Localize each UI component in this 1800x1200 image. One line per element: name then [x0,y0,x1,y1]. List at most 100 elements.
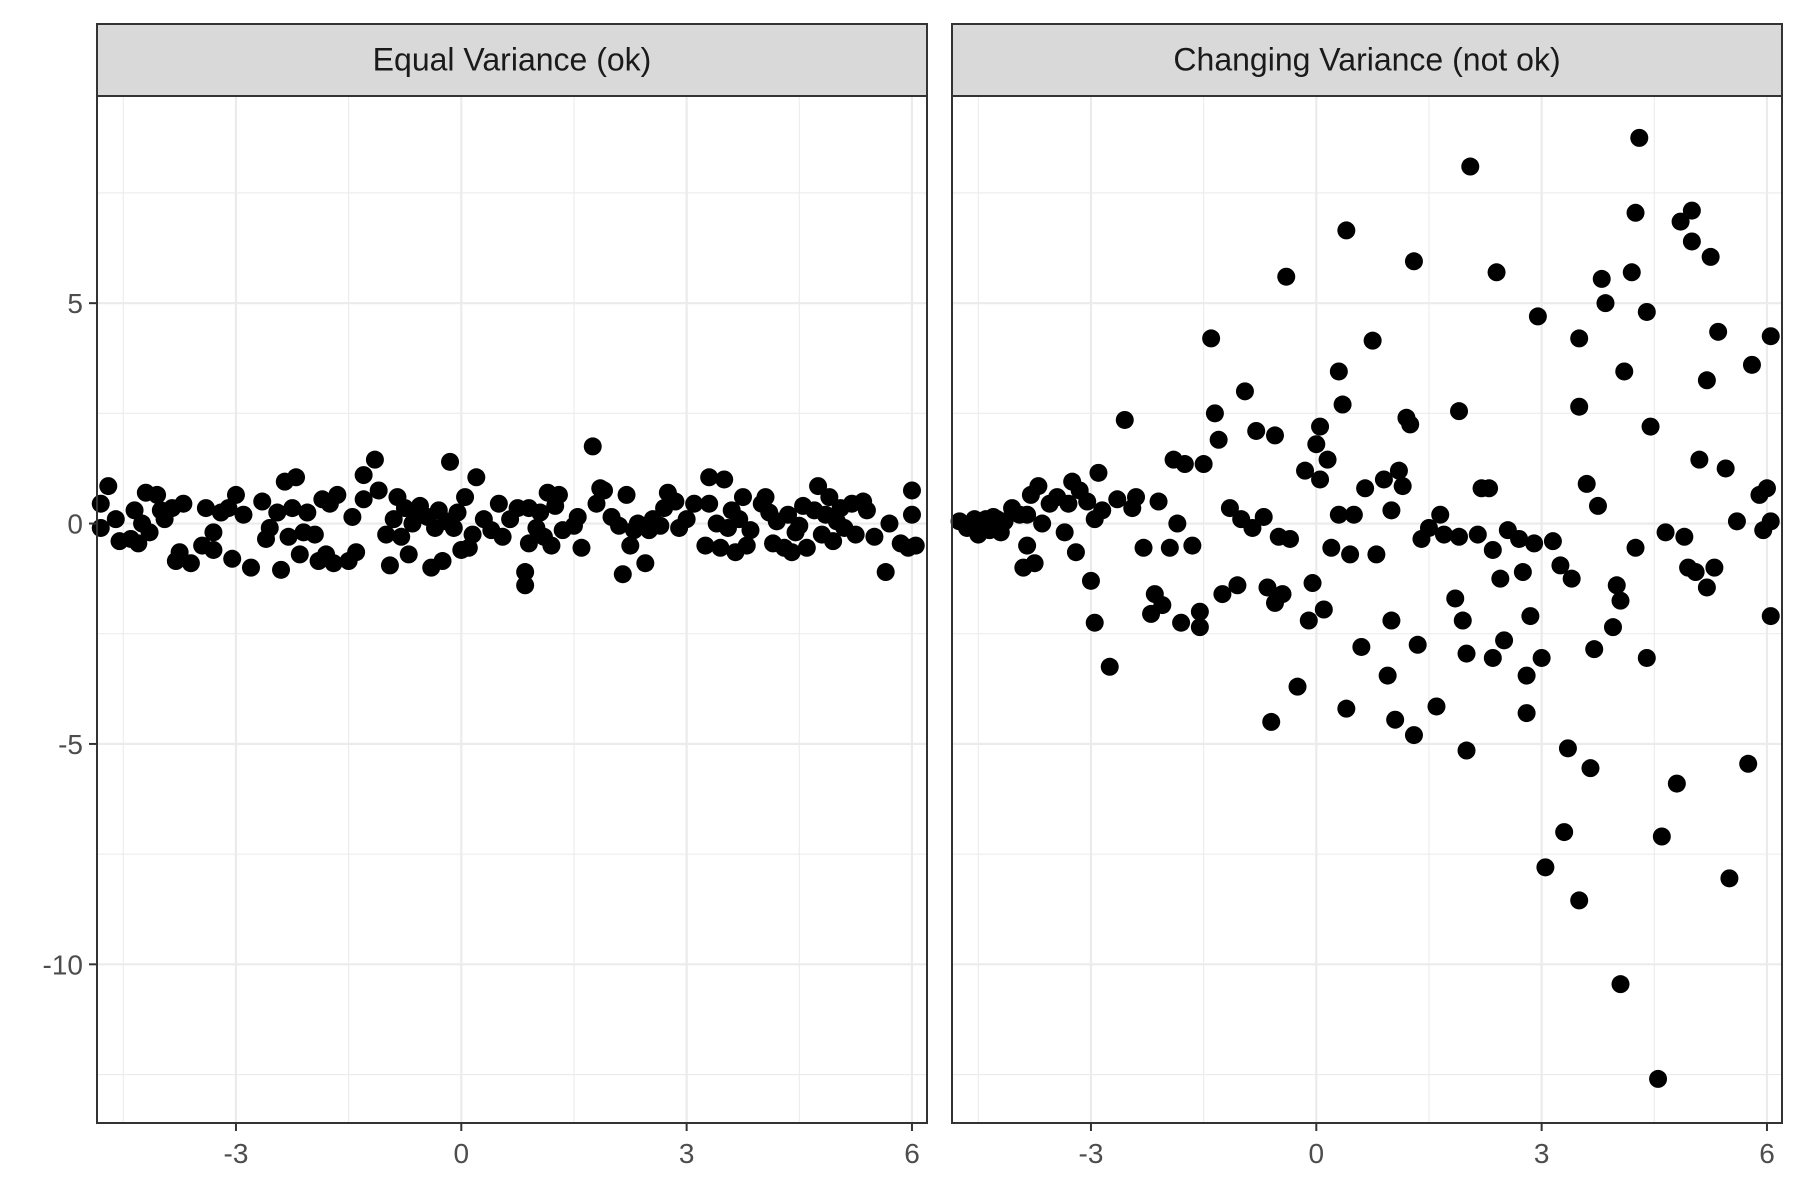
data-point [1761,512,1780,531]
data-point [1337,221,1356,240]
data-point [91,494,110,513]
data-point [1555,823,1574,842]
data-point [1622,263,1641,282]
data-point [880,514,899,533]
data-point [1149,492,1168,511]
data-point [1682,232,1701,251]
data-point [1577,474,1596,493]
data-point [1344,505,1363,524]
data-point [354,490,373,509]
data-point [1314,600,1333,619]
data-point [181,554,200,573]
data-point [1386,710,1405,729]
data-point [1220,499,1239,518]
data-point [1329,362,1348,381]
data-point [711,538,730,557]
data-point [790,516,809,535]
data-point [1078,492,1097,511]
data-point [1202,329,1221,348]
data-point [1720,869,1739,888]
data-point [1404,252,1423,271]
data-point [1243,518,1262,537]
data-point [1739,754,1758,773]
y-axis: -10 -5 0 5 [43,288,97,980]
data-point [1483,540,1502,559]
data-point [1025,554,1044,573]
data-point [621,536,640,555]
data-point [865,527,884,546]
data-point [1543,532,1562,551]
x-tick-label: 6 [904,1138,920,1169]
data-point [324,554,343,573]
data-point [463,525,482,544]
data-point [1551,556,1570,575]
data-point [610,516,629,535]
data-point [1209,430,1228,449]
data-point [1611,975,1630,994]
data-point [651,516,670,535]
data-point [380,556,399,575]
data-point [1701,247,1720,266]
data-point [456,488,475,507]
data-point [595,481,614,500]
data-point [1190,618,1209,637]
data-point [737,536,756,555]
data-point [1761,607,1780,626]
data-point [1262,712,1281,731]
data-point [1637,648,1656,667]
data-point [549,485,568,504]
data-point [305,525,324,544]
data-point [1727,512,1746,531]
x-tick-label: 0 [454,1138,470,1169]
data-point [756,488,775,507]
data-point [1495,631,1514,650]
data-point [234,505,253,524]
data-point [1408,635,1427,654]
data-point [1341,545,1360,564]
data-point [1596,294,1615,313]
data-point [741,521,760,540]
y-tick-label: -10 [43,949,83,980]
data-point [328,485,347,504]
x-tick-label: 0 [1309,1138,1325,1169]
data-point [1626,538,1645,557]
data-point [1450,527,1469,546]
data-point [1205,404,1224,423]
data-point [1401,415,1420,434]
data-point [531,503,550,522]
data-point [902,505,921,524]
data-point [902,481,921,500]
data-point [444,518,463,537]
data-point [797,538,816,557]
data-point [1333,395,1352,414]
data-point [1525,534,1544,553]
data-point [696,536,715,555]
data-point [1337,699,1356,718]
data-point [1303,574,1322,593]
data-point [1517,666,1536,685]
data-point [1588,496,1607,515]
data-point [613,565,632,584]
data-point [279,527,298,546]
data-point [733,488,752,507]
data-point [433,552,452,571]
data-point [1288,677,1307,696]
data-point [519,534,538,553]
data-point [1652,827,1671,846]
data-point [1521,607,1540,626]
data-point [1581,759,1600,778]
data-point [1404,726,1423,745]
data-point [1029,477,1048,496]
data-point [1190,602,1209,621]
data-point [1108,490,1127,509]
data-point [1607,576,1626,595]
data-point [1100,657,1119,676]
data-point [1172,613,1191,632]
data-point [1265,426,1284,445]
data-point [1329,505,1348,524]
data-point [392,527,411,546]
data-point [493,527,512,546]
x-tick-label: 6 [1759,1138,1775,1169]
data-point [1686,563,1705,582]
